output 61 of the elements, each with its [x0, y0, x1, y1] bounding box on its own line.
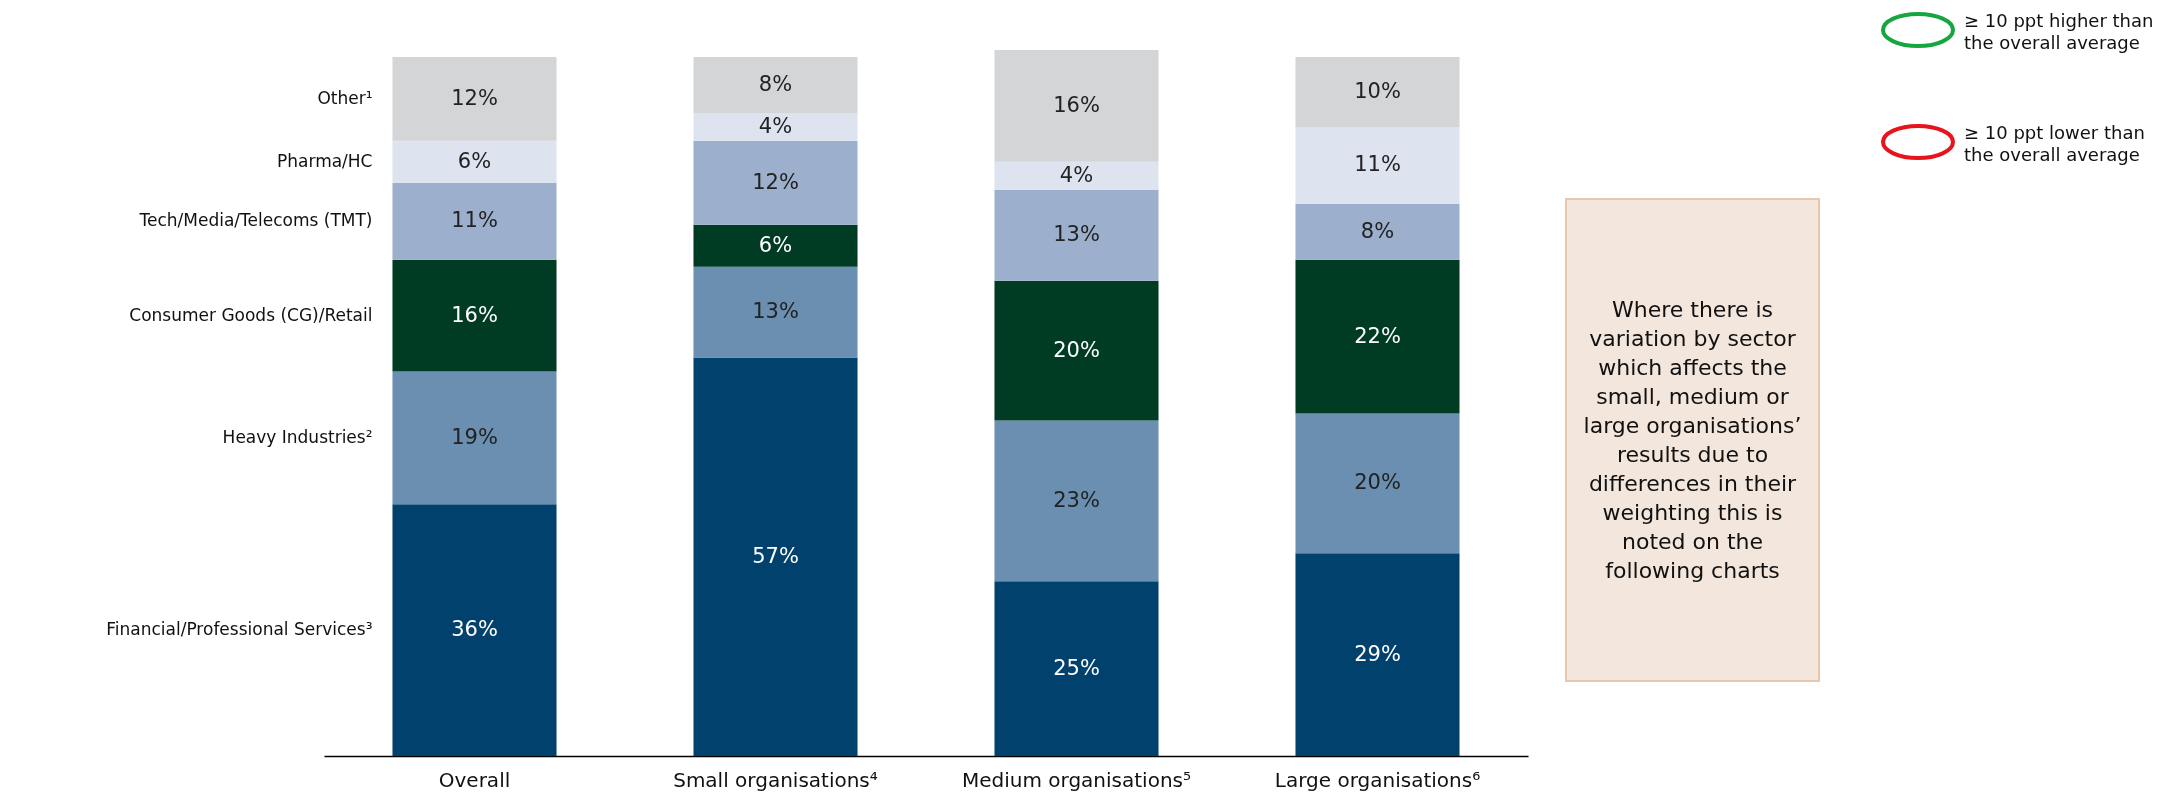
- bar: [1295, 553, 1460, 756]
- series-label: Heavy Industries²: [222, 426, 373, 447]
- data-label: 29%: [1354, 641, 1401, 666]
- series-label: Financial/Professional Services³: [106, 619, 373, 640]
- data-label: 8%: [1360, 218, 1395, 243]
- text: ≥ 10 ppt lower than the overall average: [1964, 122, 2146, 166]
- data-label: 13%: [752, 299, 799, 324]
- bar: [693, 266, 858, 358]
- data-label: 36%: [451, 617, 498, 642]
- text: ≥ 10 ppt higher than the overall average: [1964, 10, 2155, 54]
- data-label: 11%: [1354, 152, 1401, 177]
- bar: [994, 189, 1159, 281]
- bar: [994, 420, 1159, 582]
- data-label: 4%: [758, 113, 793, 138]
- bar: [693, 224, 858, 267]
- bar: [994, 50, 1159, 162]
- data-label: 11%: [451, 208, 498, 233]
- bar: [392, 56, 557, 141]
- bar: [693, 56, 858, 113]
- bar: [1295, 413, 1460, 554]
- bar: [994, 161, 1159, 190]
- data-label: 57%: [752, 543, 799, 568]
- x-tick-label: Large organisations⁶: [1274, 767, 1481, 792]
- bar: [1295, 56, 1460, 127]
- bar: [693, 112, 858, 141]
- bar: [994, 280, 1159, 421]
- data-label: 12%: [451, 85, 498, 110]
- data-label: 20%: [1053, 337, 1100, 362]
- bar: [392, 371, 557, 505]
- data-label: 12%: [752, 169, 799, 194]
- bar: [392, 140, 557, 183]
- data-label: 6%: [457, 148, 492, 173]
- series-label: Pharma/HC: [277, 150, 373, 171]
- series-label: Consumer Goods (CG)/Retail: [129, 304, 373, 325]
- series-label: Tech/Media/Telecoms (TMT): [138, 210, 373, 231]
- bar: [1295, 126, 1460, 204]
- data-label: 25%: [1053, 655, 1100, 680]
- data-label: 23%: [1053, 487, 1100, 512]
- bar: [994, 581, 1159, 756]
- data-label: 22%: [1354, 323, 1401, 348]
- x-tick-label: Small organisations⁴: [673, 767, 878, 792]
- data-label: 16%: [1053, 92, 1100, 117]
- data-label: 20%: [1354, 470, 1401, 495]
- data-label: 13%: [1053, 222, 1100, 247]
- data-label: 19%: [451, 424, 498, 449]
- x-tick-label: Overall: [438, 767, 511, 792]
- data-label: 4%: [1059, 162, 1094, 187]
- bar: [693, 140, 858, 225]
- bar: [392, 182, 557, 260]
- bar: [1295, 259, 1460, 414]
- data-label: 8%: [758, 71, 793, 96]
- data-label: 6%: [758, 232, 793, 257]
- text: Where there is variation by sector which affects the small, medium or large organisations’ results due to differences in their weighting this is noted on the following charts: [1583, 297, 1802, 583]
- x-tick-label: Medium organisations⁵: [961, 767, 1192, 792]
- bar: [392, 504, 557, 756]
- data-label: 10%: [1354, 78, 1401, 103]
- bar: [1295, 203, 1460, 260]
- series-label: Other¹: [317, 87, 373, 108]
- bar: [392, 259, 557, 372]
- data-label: 16%: [451, 302, 498, 327]
- bar: [693, 357, 858, 756]
